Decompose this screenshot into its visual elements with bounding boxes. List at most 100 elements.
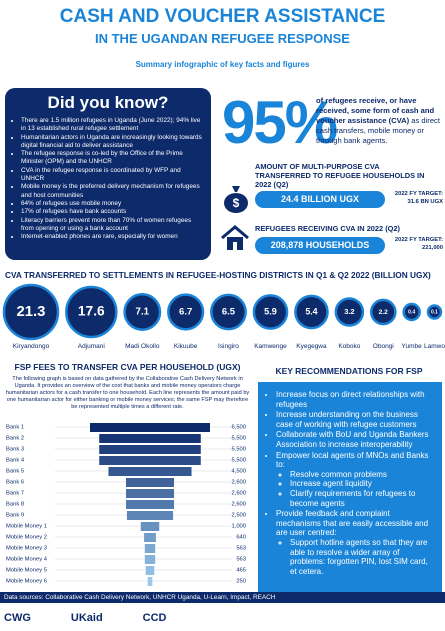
settlement-chart: 21.3 Kiryandongo 17.6 Adjumani 7.1 Madi Okoll… [2,283,445,350]
settlements-title: CVA TRANSFERRED TO SETTLEMENTS IN REFUGE… [5,270,431,280]
households-target: 2022 FY TARGET: 221,000 [388,236,443,252]
settlement-name: Madi Okollo [125,343,160,350]
house-icon [221,225,249,250]
fee-bar [99,445,201,454]
recommendation: Provide feedback and complaint mechanism… [276,509,436,576]
recommendation-text: Increase focus on direct relationships w… [276,390,425,409]
recommendation-text: Collaborate with BoU and Uganda Bankers … [276,430,429,449]
fee-bar [126,478,174,487]
svg-text:$: $ [233,196,240,210]
fact: 64% of refugees use mobile money [21,200,205,208]
fee-category: Bank 1 [6,425,24,431]
fee-bar [99,456,201,465]
sub-recommendation: Clarify requirements for refugees to bec… [290,489,436,508]
settlement-circle [2,283,60,341]
fee-value: 5,500 [231,447,246,453]
fact: Mobile money is the preferred delivery m… [21,183,205,200]
settlement-name: Kikuube [174,343,198,350]
fact: Literacy barriers prevent more than 70% … [21,217,205,234]
settlement-circle [123,293,162,331]
amount-value: 24.4 BILLION UGX [255,191,385,208]
fee-value: 640 [236,535,246,541]
circle-label: 6.7 [179,307,192,318]
fee-value: 5,500 [231,436,246,442]
settlement-circle [369,298,397,326]
fee-value: 563 [236,557,246,563]
fee-bar [99,434,201,443]
fee-value: 2,600 [231,502,246,508]
settlement-name: Kyegegwa [296,343,327,350]
logo-row: CWG UKaid CCD [4,607,441,629]
fee-value: 2,600 [231,480,246,486]
fees-description: The following graph is based on data gat… [5,376,250,410]
recommendation: Empower local agents of MNOs and Banks t… [276,451,436,509]
fee-bar [144,544,156,553]
fee-category: Bank 9 [6,513,24,519]
fact: Internet-enabled phones are rare, especi… [21,233,205,241]
settlement-name: Kiryandongo [13,343,50,350]
settlement-name: Isingiro [218,343,239,350]
settlement-name: Kamwenge [254,343,287,350]
fee-category: Bank 6 [6,480,24,486]
circle-label: 5.9 [264,306,277,316]
fact-list: There are 1.5 million refugees in Uganda… [11,117,205,241]
did-you-know-title: Did you know? [47,93,169,112]
stat-text: of refugees receive, or have received, s… [316,96,442,146]
logo: UKaid [70,612,103,624]
fee-category: Bank 2 [6,436,24,442]
circle-label: 3.2 [344,307,354,316]
fact: The refugee response is co-led by the Of… [21,150,205,167]
fee-category: Mobile Money 6 [6,579,47,585]
circle-label: 5.4 [305,306,317,316]
fee-value: 2,600 [231,491,246,497]
settlement-name: Adjumani [78,343,105,350]
recommendation: Collaborate with BoU and Uganda Bankers … [276,430,436,449]
sub-list: Support hotline agents so that they are … [276,538,436,576]
settlement-circle [334,297,365,327]
fee-category: Mobile Money 1 [6,524,47,530]
fee-value: 465 [236,568,246,574]
recommendation-text: Increase understanding on the business c… [276,410,418,429]
fee-value: 6,500 [231,425,246,431]
fee-category: Bank 5 [6,469,24,475]
households-value: 208,878 HOUSEHOLDS [255,237,385,254]
households-title: REFUGEES RECEIVING CVA IN 2022 (Q2) [255,224,400,233]
settlement-name: Yumbe [402,343,423,350]
fee-category: Mobile Money 2 [6,535,47,541]
money-icon: $ [224,186,248,213]
fee-bar [126,489,174,498]
fact: 17% of refugees have bank accounts [21,208,205,216]
fee-bar [140,522,160,531]
recommendation: Increase focus on direct relationships w… [276,390,436,409]
stat-bold: of refugees receive, or have received, s… [316,96,435,125]
settlement-circle [167,293,205,331]
fee-bar [108,467,192,476]
fee-value: 5,500 [231,458,246,464]
tagline: Summary infographic of key facts and fig… [135,60,310,69]
sub-recommendation: Resolve common problems [290,470,436,480]
fee-bar [145,566,155,575]
fee-category: Mobile Money 5 [6,568,47,574]
fees-title: FSP FEES TO TRANSFER CVA PER HOUSEHOLD (… [14,362,241,372]
target-value: 31.6 BN UGX [407,199,443,205]
settlement-circle [65,285,118,339]
sub-list: Resolve common problemsIncrease agent li… [276,470,436,508]
recommendation-text: Provide feedback and complaint mechanism… [276,509,429,538]
settlement-circle [402,302,421,322]
fee-category: Bank 8 [6,502,24,508]
fee-bar [126,511,174,520]
amount-title: AMOUNT OF MULTI-PURPOSE CVA TRANSFERRED … [255,162,425,189]
circle-label: 17.6 [78,304,105,319]
stat-rest: as direct cash transfers, mobile money o… [316,116,440,145]
sub-recommendation: Increase agent liquidity [290,479,436,489]
target-label: 2022 FY TARGET: [394,237,443,243]
settlement-name: Obongi [373,343,394,350]
settlement-name: Lamwo [424,343,445,350]
settlement-circle [210,293,247,331]
subtitle: IN THE UGANDAN REFUGEE RESPONSE [95,31,350,46]
fee-category: Bank 3 [6,447,24,453]
recommendation: Increase understanding on the business c… [276,410,436,429]
fact: There are 1.5 million refugees in Uganda… [21,117,205,134]
amount-target: 2022 FY TARGET: 31.6 BN UGX [388,190,443,206]
